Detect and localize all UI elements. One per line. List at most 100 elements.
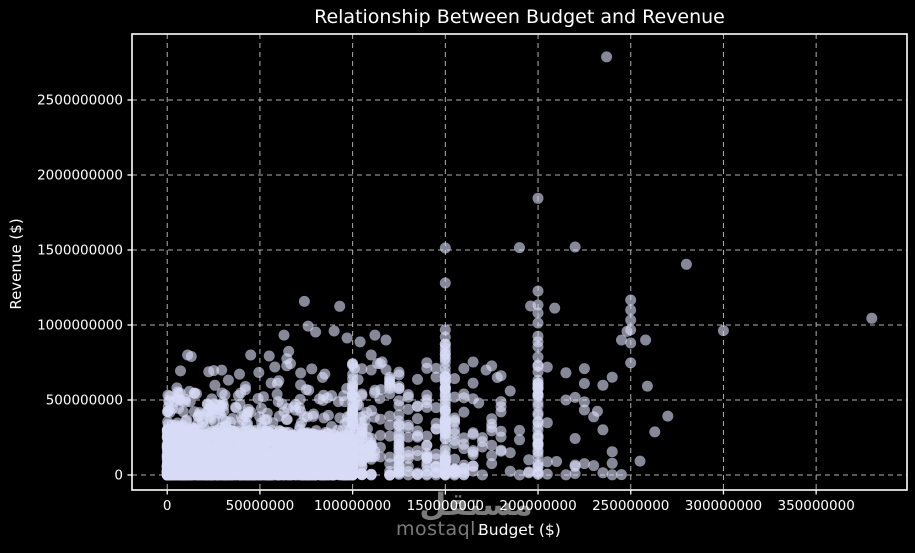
- scatter-point: [365, 349, 377, 361]
- scatter-point: [347, 407, 359, 419]
- scatter-point: [606, 446, 618, 458]
- scatter-point: [309, 468, 321, 480]
- scatter-point: [449, 414, 461, 426]
- scatter-point: [347, 421, 359, 433]
- y-tick-label: 2500000000: [37, 93, 123, 109]
- scatter-point: [449, 391, 461, 403]
- scatter-point: [532, 285, 544, 297]
- scatter-point: [365, 437, 377, 449]
- scatter-point: [641, 380, 653, 392]
- scatter-point: [486, 458, 498, 470]
- scatter-point: [233, 420, 245, 432]
- scatter-point: [220, 469, 232, 481]
- scatter-point: [495, 406, 507, 418]
- scatter-point: [279, 463, 291, 475]
- scatter-point: [625, 294, 637, 306]
- scatter-point: [412, 430, 423, 442]
- scatter-point: [532, 438, 544, 450]
- scatter-point: [430, 448, 442, 460]
- scatter-point: [439, 371, 451, 383]
- scatter-point: [393, 395, 405, 407]
- scatter-point: [430, 371, 442, 383]
- scatter-point: [514, 242, 525, 254]
- scatter-point: [374, 429, 386, 441]
- scatter-point: [569, 433, 581, 444]
- x-axis-label: Budget ($): [478, 521, 561, 539]
- scatter-point: [301, 411, 313, 423]
- scatter-point: [206, 463, 218, 475]
- scatter-point: [514, 424, 525, 436]
- scatter-point: [283, 345, 295, 357]
- chart-title: Relationship Between Budget and Revenue: [314, 6, 725, 28]
- scatter-point: [541, 456, 553, 468]
- scatter-point: [476, 469, 488, 481]
- scatter-point: [198, 449, 210, 461]
- scatter-point: [541, 468, 553, 480]
- x-tick-label: 300000000: [685, 498, 762, 514]
- scatter-point: [241, 448, 253, 460]
- scatter-point: [439, 383, 451, 395]
- scatter-point: [261, 450, 273, 462]
- scatter-point: [232, 450, 244, 462]
- scatter-point: [412, 450, 423, 461]
- scatter-point: [467, 445, 479, 457]
- x-tick-label: 200000000: [499, 498, 576, 514]
- scatter-point: [393, 420, 405, 432]
- scatter-point: [261, 414, 273, 426]
- scatter-point: [532, 409, 544, 421]
- scatter-point: [165, 469, 177, 481]
- scatter-point: [532, 400, 544, 412]
- scatter-point: [402, 446, 414, 458]
- scatter-point: [335, 451, 347, 463]
- scatter-point: [532, 317, 544, 329]
- scatter-point: [234, 368, 245, 380]
- scatter-point: [597, 467, 609, 479]
- scatter-point: [532, 391, 544, 403]
- scatter-point: [209, 450, 221, 462]
- scatter-point: [662, 410, 674, 422]
- scatter-point: [606, 457, 618, 469]
- scatter-point: [467, 465, 479, 477]
- scatter-point: [458, 462, 470, 474]
- scatter-point: [578, 378, 590, 389]
- scatter-point: [514, 469, 525, 481]
- axes-spines: [131, 33, 908, 491]
- scatter-point: [347, 469, 359, 481]
- scatter-point: [439, 277, 451, 289]
- scatter-point: [402, 460, 414, 472]
- scatter-point: [421, 362, 433, 374]
- scatter-point: [486, 425, 498, 437]
- scatter-point: [439, 353, 451, 365]
- scatter-point: [255, 402, 267, 414]
- x-tick-label: 0: [163, 498, 172, 514]
- scatter-point: [458, 388, 470, 400]
- scatter-point: [532, 424, 544, 436]
- scatter-point: [235, 411, 247, 423]
- scatter-point: [374, 358, 386, 370]
- scatter-point: [384, 451, 396, 463]
- scatter-point: [532, 460, 544, 472]
- scatter-point: [196, 417, 208, 429]
- scatter-point: [532, 330, 544, 342]
- scatter-point: [191, 388, 202, 400]
- scatter-point: [209, 379, 221, 391]
- scatter-point: [331, 464, 343, 476]
- scatter-point: [625, 337, 637, 349]
- scatter-point: [421, 457, 433, 469]
- scatter-point: [234, 466, 246, 478]
- scatter-point: [259, 427, 271, 439]
- scatter-point: [421, 468, 433, 480]
- scatter-point: [220, 420, 232, 432]
- scatter-point: [317, 394, 329, 406]
- scatter-point: [171, 392, 183, 404]
- scatter-point: [640, 334, 652, 346]
- scatter-point: [384, 373, 396, 385]
- scatter-point: [293, 424, 305, 435]
- scatter-point: [467, 427, 479, 439]
- scatter-point: [347, 450, 359, 462]
- scatter-point: [341, 332, 353, 344]
- scatter-point: [625, 357, 637, 369]
- scatter-point: [300, 384, 312, 396]
- scatter-point: [476, 432, 488, 444]
- scatter-point: [253, 367, 265, 378]
